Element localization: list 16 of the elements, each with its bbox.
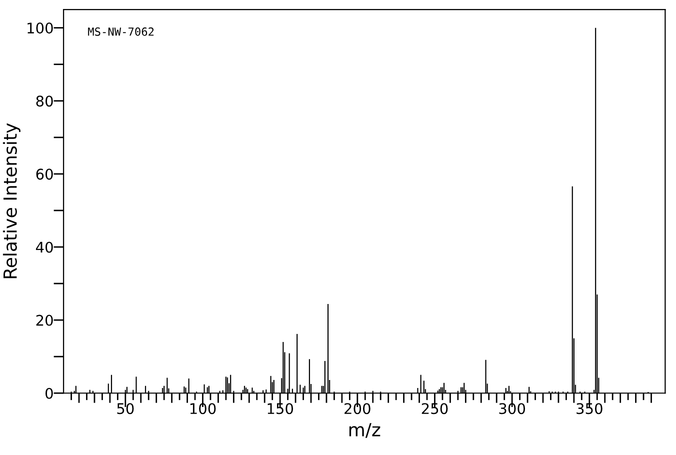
y-axis-title: Relative Intensity: [2, 123, 20, 278]
x-tick-label: 50: [117, 403, 134, 414]
x-tick-label: 150: [268, 403, 294, 414]
y-tick-label: 20: [36, 314, 53, 326]
x-tick-label: 350: [576, 403, 602, 414]
x-tick-label: 300: [499, 403, 526, 414]
y-tick-label: 60: [36, 168, 53, 180]
y-tick-label: 0: [46, 388, 53, 399]
x-tick-label: 250: [422, 403, 448, 414]
y-tick-label: 80: [36, 96, 53, 107]
y-tick-label: 40: [36, 242, 53, 253]
x-axis-title: m/z: [349, 423, 380, 438]
y-tick-label: 100: [28, 22, 53, 34]
x-tick-label: 100: [190, 403, 216, 414]
annotation: MS-NW-7062: [88, 27, 154, 36]
x-tick-label: 200: [344, 403, 370, 414]
